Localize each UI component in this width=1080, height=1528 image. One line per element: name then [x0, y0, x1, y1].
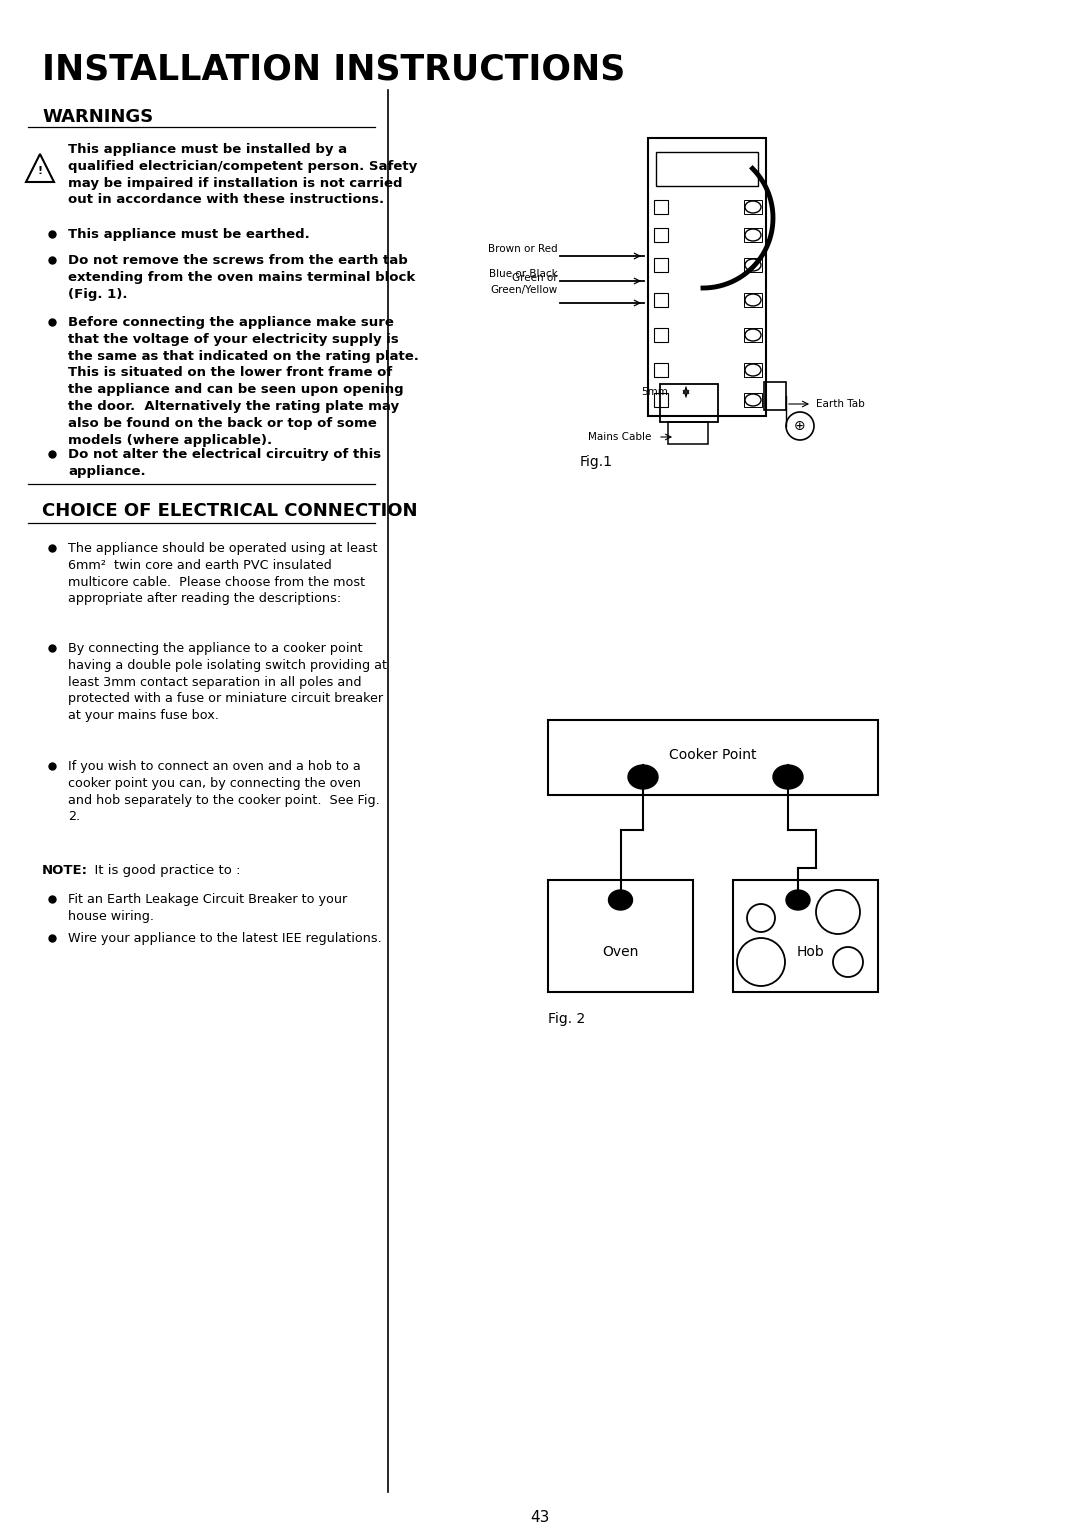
Bar: [654, 329, 669, 342]
Text: If you wish to connect an oven and a hob to a
cooker point you can, by connectin: If you wish to connect an oven and a hob…: [68, 759, 380, 824]
Bar: [744, 258, 762, 272]
Bar: [548, 880, 693, 992]
Text: !: !: [38, 167, 42, 176]
Bar: [648, 138, 766, 416]
Bar: [656, 151, 758, 186]
Text: The appliance should be operated using at least
6mm²  twin core and earth PVC in: The appliance should be operated using a…: [68, 542, 378, 605]
Bar: [733, 880, 878, 992]
Text: Wire your appliance to the latest IEE regulations.: Wire your appliance to the latest IEE re…: [68, 932, 381, 944]
Text: Mains Cable: Mains Cable: [588, 432, 651, 442]
Bar: [654, 293, 669, 307]
Text: NOTE:: NOTE:: [42, 863, 87, 877]
Bar: [654, 393, 669, 406]
Ellipse shape: [773, 766, 804, 788]
Bar: [744, 293, 762, 307]
Text: 43: 43: [530, 1510, 550, 1525]
Text: Blue or Black: Blue or Black: [489, 269, 558, 280]
Text: By connecting the appliance to a cooker point
having a double pole isolating swi: By connecting the appliance to a cooker …: [68, 642, 387, 723]
Text: Oven: Oven: [603, 944, 638, 960]
Bar: [744, 364, 762, 377]
Text: WARNINGS: WARNINGS: [42, 108, 153, 125]
Bar: [654, 200, 669, 214]
Bar: [744, 228, 762, 241]
Ellipse shape: [608, 889, 633, 911]
Bar: [744, 200, 762, 214]
Text: Before connecting the appliance make sure
that the voltage of your electricity s: Before connecting the appliance make sur…: [68, 316, 419, 446]
Text: This appliance must be earthed.: This appliance must be earthed.: [68, 228, 310, 241]
Bar: [654, 228, 669, 241]
Text: Green or
Green/Yellow: Green or Green/Yellow: [490, 274, 558, 295]
Bar: [669, 422, 708, 445]
Text: CHOICE OF ELECTRICAL CONNECTION: CHOICE OF ELECTRICAL CONNECTION: [42, 503, 418, 520]
Ellipse shape: [627, 766, 658, 788]
Text: Earth Tab: Earth Tab: [816, 399, 865, 410]
Text: Do not alter the electrical circuitry of this
appliance.: Do not alter the electrical circuitry of…: [68, 448, 381, 478]
Bar: [764, 382, 786, 410]
Text: Cooker Point: Cooker Point: [670, 749, 757, 762]
Bar: [744, 393, 762, 406]
Ellipse shape: [786, 889, 810, 911]
Text: 5mm: 5mm: [642, 387, 669, 397]
Text: Brown or Red: Brown or Red: [488, 244, 558, 254]
Bar: [744, 329, 762, 342]
Text: Hob: Hob: [797, 944, 825, 960]
Text: INSTALLATION INSTRUCTIONS: INSTALLATION INSTRUCTIONS: [42, 52, 625, 86]
Bar: [654, 258, 669, 272]
Bar: [548, 720, 878, 795]
Text: Fit an Earth Leakage Circuit Breaker to your
house wiring.: Fit an Earth Leakage Circuit Breaker to …: [68, 892, 348, 923]
Text: It is good practice to :: It is good practice to :: [86, 863, 241, 877]
Text: This appliance must be installed by a
qualified electrician/competent person. Sa: This appliance must be installed by a qu…: [68, 144, 417, 206]
Text: Do not remove the screws from the earth tab
extending from the oven mains termin: Do not remove the screws from the earth …: [68, 254, 415, 301]
Bar: [654, 364, 669, 377]
Bar: [660, 384, 718, 422]
Text: ⊕: ⊕: [794, 419, 806, 432]
Text: Fig.1: Fig.1: [580, 455, 613, 469]
Text: Fig. 2: Fig. 2: [548, 1012, 585, 1025]
